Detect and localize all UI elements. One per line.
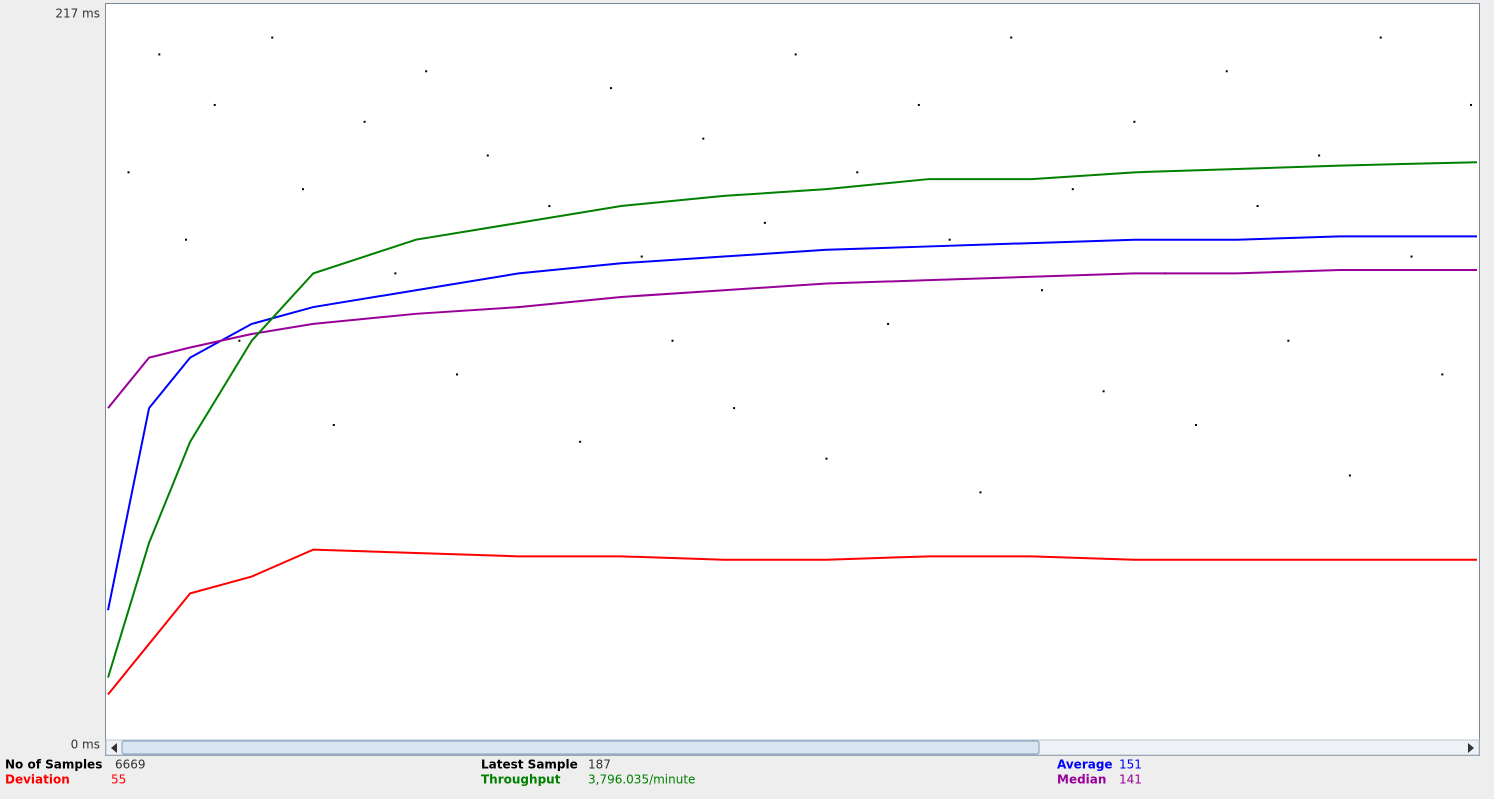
sample-point — [332, 423, 335, 426]
stat-value: 141 — [1119, 773, 1142, 787]
sample-point — [1287, 339, 1290, 342]
series-line — [107, 269, 1477, 409]
sample-point — [1102, 390, 1105, 393]
stat-value: 3,796.035/minute — [588, 773, 695, 787]
stat-value: 55 — [111, 773, 126, 787]
sample-point — [185, 238, 188, 241]
sample-point — [1379, 36, 1382, 39]
sample-point — [763, 221, 766, 224]
stat-value: 151 — [1119, 758, 1142, 772]
stat-label: Median — [1057, 773, 1106, 787]
sample-point — [609, 87, 612, 90]
scroll-left-arrow[interactable] — [111, 743, 117, 753]
plot-area — [105, 3, 1480, 756]
stat-value: 187 — [588, 758, 611, 772]
sample-point — [1194, 423, 1197, 426]
sample-point — [1256, 205, 1259, 208]
sample-point — [1071, 188, 1074, 191]
sample-point — [794, 53, 797, 56]
sample-point — [1470, 103, 1473, 106]
series-line — [107, 161, 1478, 678]
sample-point — [579, 440, 582, 443]
stat-label: Latest Sample — [481, 758, 578, 772]
sample-point — [856, 171, 859, 174]
stat-label: Average — [1057, 758, 1113, 772]
sample-point — [394, 272, 397, 275]
sample-point — [887, 322, 890, 325]
scroll-right-arrow[interactable] — [1468, 743, 1474, 753]
scrollbar[interactable] — [105, 739, 1480, 756]
sample-point — [1010, 36, 1013, 39]
sample-point — [702, 137, 705, 140]
sample-point — [302, 188, 305, 191]
sample-point — [127, 171, 130, 174]
y-tick-label: 0 ms — [71, 738, 100, 752]
sample-point — [979, 491, 982, 494]
sample-point — [158, 53, 161, 56]
y-tick-label: 217 ms — [55, 7, 100, 21]
series-line — [107, 548, 1477, 696]
sample-point — [948, 238, 951, 241]
sample-point — [271, 36, 274, 39]
sample-point — [825, 457, 828, 460]
sample-point — [917, 103, 920, 106]
sample-point — [1318, 154, 1321, 157]
sample-point — [1410, 255, 1413, 258]
stat-label: No of Samples — [5, 758, 102, 772]
sample-point — [1225, 70, 1228, 73]
sample-point — [363, 120, 366, 123]
sample-point — [213, 103, 216, 106]
stat-label: Deviation — [5, 773, 70, 787]
sample-point — [1348, 474, 1351, 477]
sample-point — [1041, 289, 1044, 292]
sample-point — [1133, 120, 1136, 123]
scroll-thumb[interactable] — [121, 740, 1040, 755]
sample-point — [671, 339, 674, 342]
stat-label: Throughput — [481, 773, 561, 787]
sample-point — [425, 70, 428, 73]
sample-point — [486, 154, 489, 157]
sample-point — [1441, 373, 1444, 376]
stat-value: 6669 — [115, 758, 146, 772]
sample-point — [548, 205, 551, 208]
sample-point — [640, 255, 643, 258]
sample-point — [238, 339, 241, 342]
sample-point — [733, 407, 736, 410]
sample-point — [455, 373, 458, 376]
